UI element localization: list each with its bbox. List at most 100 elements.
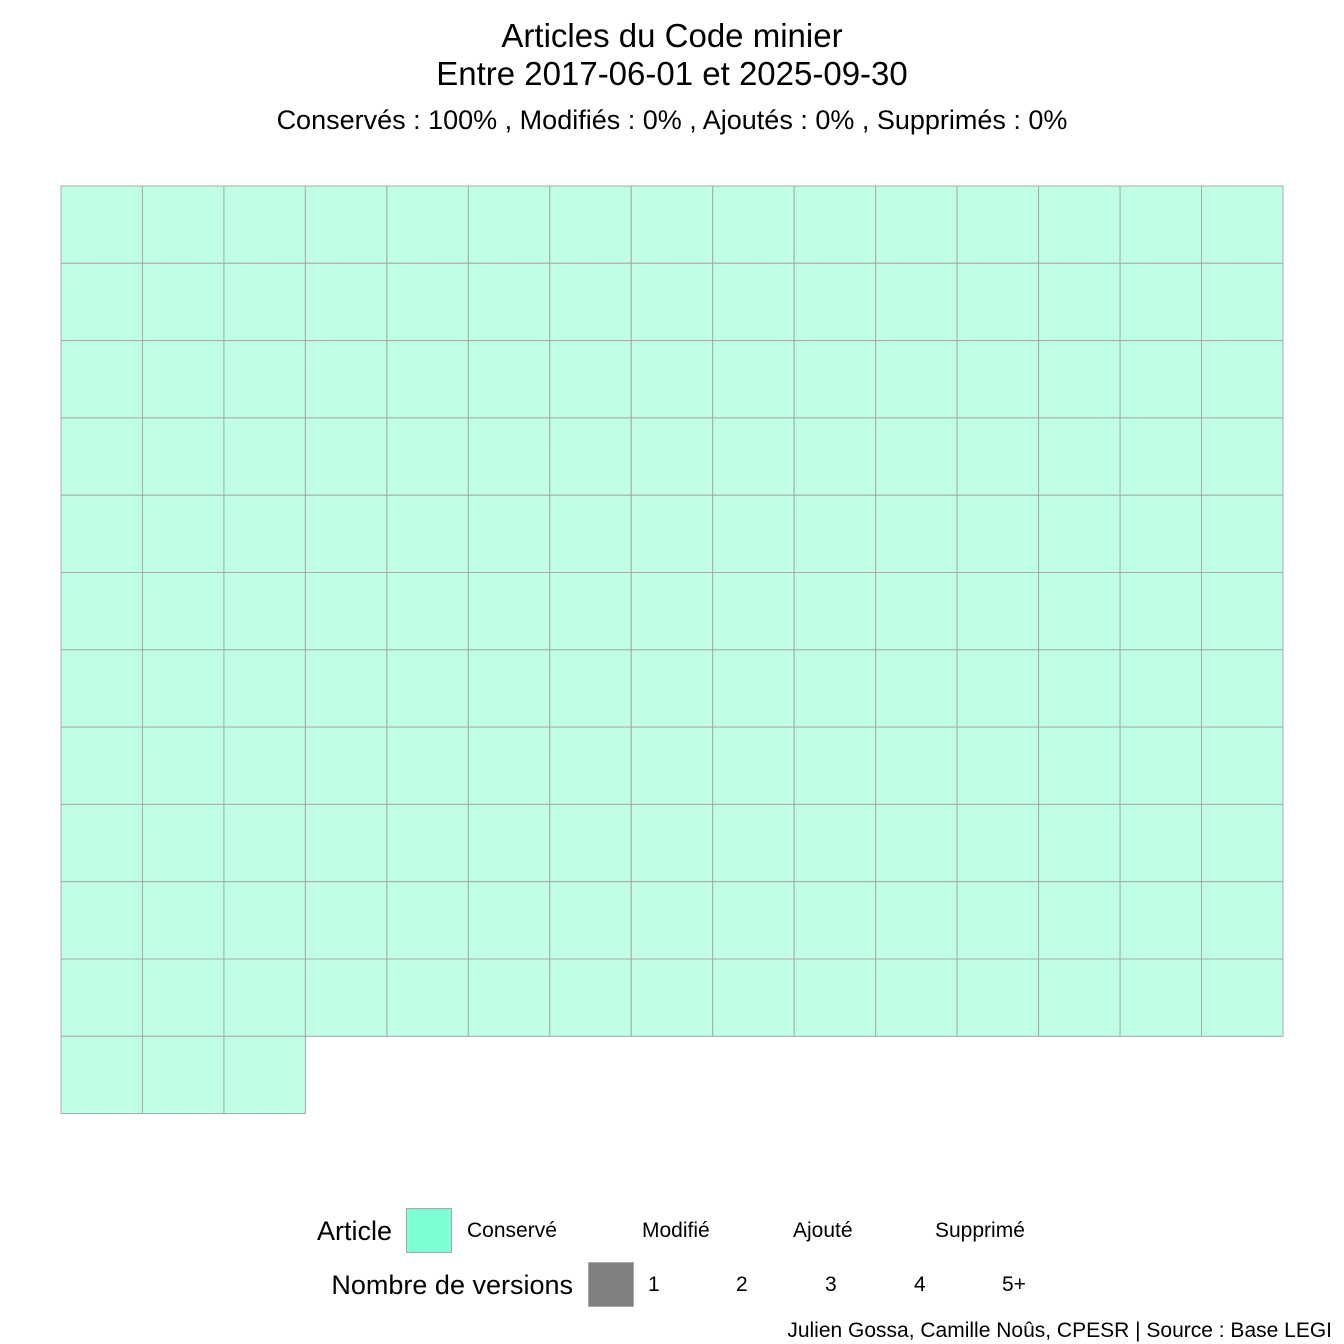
waffle-cell [712,881,795,960]
waffle-cell [712,340,795,419]
waffle-cell [875,494,958,574]
waffle-cell [1201,494,1284,574]
waffle-cell [223,494,306,574]
waffle-cell [956,572,1040,651]
waffle-cell [386,726,469,805]
waffle-cell [60,958,143,1037]
waffle-cell [141,881,225,960]
waffle-cell [467,726,551,805]
waffle-cell [1119,572,1203,651]
waffle-cell [793,572,877,651]
waffle-cell [712,649,795,728]
waffle-cell [630,958,714,1037]
waffle-cell [60,881,143,960]
legend-key-version-1 [588,1262,634,1307]
waffle-cell [875,803,958,883]
chart-title: Articles du Code minier [501,17,843,54]
waffle-cell [875,572,958,651]
waffle-cell [386,417,469,496]
waffle-cell [223,185,306,264]
waffle-cell [1119,340,1203,419]
waffle-cell [60,1035,143,1115]
waffle-cell [875,649,958,728]
legend-label-modifie: Modifié [642,1219,710,1242]
waffle-cell [1201,417,1284,496]
waffle-cell [549,262,632,342]
waffle-cell [1201,726,1284,805]
waffle-cell [1038,572,1121,651]
waffle-cell [875,340,958,419]
waffle-cell [386,494,469,574]
chart-caption: Julien Gossa, Camille Noûs, CPESR | Sour… [787,1319,1332,1342]
waffle-cell [549,494,632,574]
waffle-cell [1038,881,1121,960]
waffle-cell [1038,262,1121,342]
waffle-cell [304,340,388,419]
waffle-cell [141,803,225,883]
waffle-cell [549,803,632,883]
waffle-cell [223,881,306,960]
waffle-cell [386,262,469,342]
waffle-grid [60,185,1284,1115]
waffle-cell [956,649,1040,728]
waffle-cell [793,803,877,883]
waffle-cell [1201,649,1284,728]
legend-label-supprime: Supprimé [935,1219,1025,1242]
waffle-cell [60,649,143,728]
waffle-cell [60,185,143,264]
chart-subtitle: Conservés : 100% , Modifiés : 0% , Ajout… [276,105,1068,135]
waffle-cell [223,803,306,883]
waffle-cell [467,803,551,883]
waffle-cell [60,494,143,574]
waffle-cell [223,262,306,342]
waffle-cell [304,881,388,960]
waffle-cell [223,340,306,419]
waffle-cell [386,803,469,883]
legend-key-conserve [406,1208,452,1253]
waffle-cell [793,340,877,419]
waffle-cell [1119,185,1203,264]
waffle-cell [1038,958,1121,1037]
waffle-cell [304,649,388,728]
waffle-cell [793,881,877,960]
waffle-cell [223,572,306,651]
waffle-cell [549,726,632,805]
waffle-cell [793,417,877,496]
waffle-cell [1201,803,1284,883]
waffle-cell [793,185,877,264]
legend-label-version-2: 2 [736,1273,748,1296]
waffle-cell [1038,803,1121,883]
waffle-cell [467,340,551,419]
waffle-cell [1201,340,1284,419]
waffle-cell [1119,649,1203,728]
waffle-cell [1119,417,1203,496]
waffle-cell [467,958,551,1037]
waffle-cell [141,649,225,728]
waffle-cell [386,958,469,1037]
waffle-cell [1038,417,1121,496]
waffle-cell [956,726,1040,805]
waffle-cell [1038,185,1121,264]
waffle-cell [1119,881,1203,960]
waffle-cell [875,726,958,805]
waffle-cell [1119,803,1203,883]
waffle-cell [549,417,632,496]
waffle-cell [549,958,632,1037]
waffle-cell [1119,726,1203,805]
waffle-cell [223,958,306,1037]
waffle-cell [712,417,795,496]
waffle-cell [630,185,714,264]
waffle-cell [304,572,388,651]
waffle-cell [141,262,225,342]
waffle-cell [60,340,143,419]
waffle-cell [223,726,306,805]
waffle-cell [956,185,1040,264]
waffle-cell [630,340,714,419]
waffle-cell [223,1035,306,1115]
legend-label-version-3: 3 [825,1273,837,1296]
waffle-cell [467,572,551,651]
waffle-cell [630,649,714,728]
waffle-cell [304,494,388,574]
waffle-cell [1201,185,1284,264]
waffle-cell [304,726,388,805]
